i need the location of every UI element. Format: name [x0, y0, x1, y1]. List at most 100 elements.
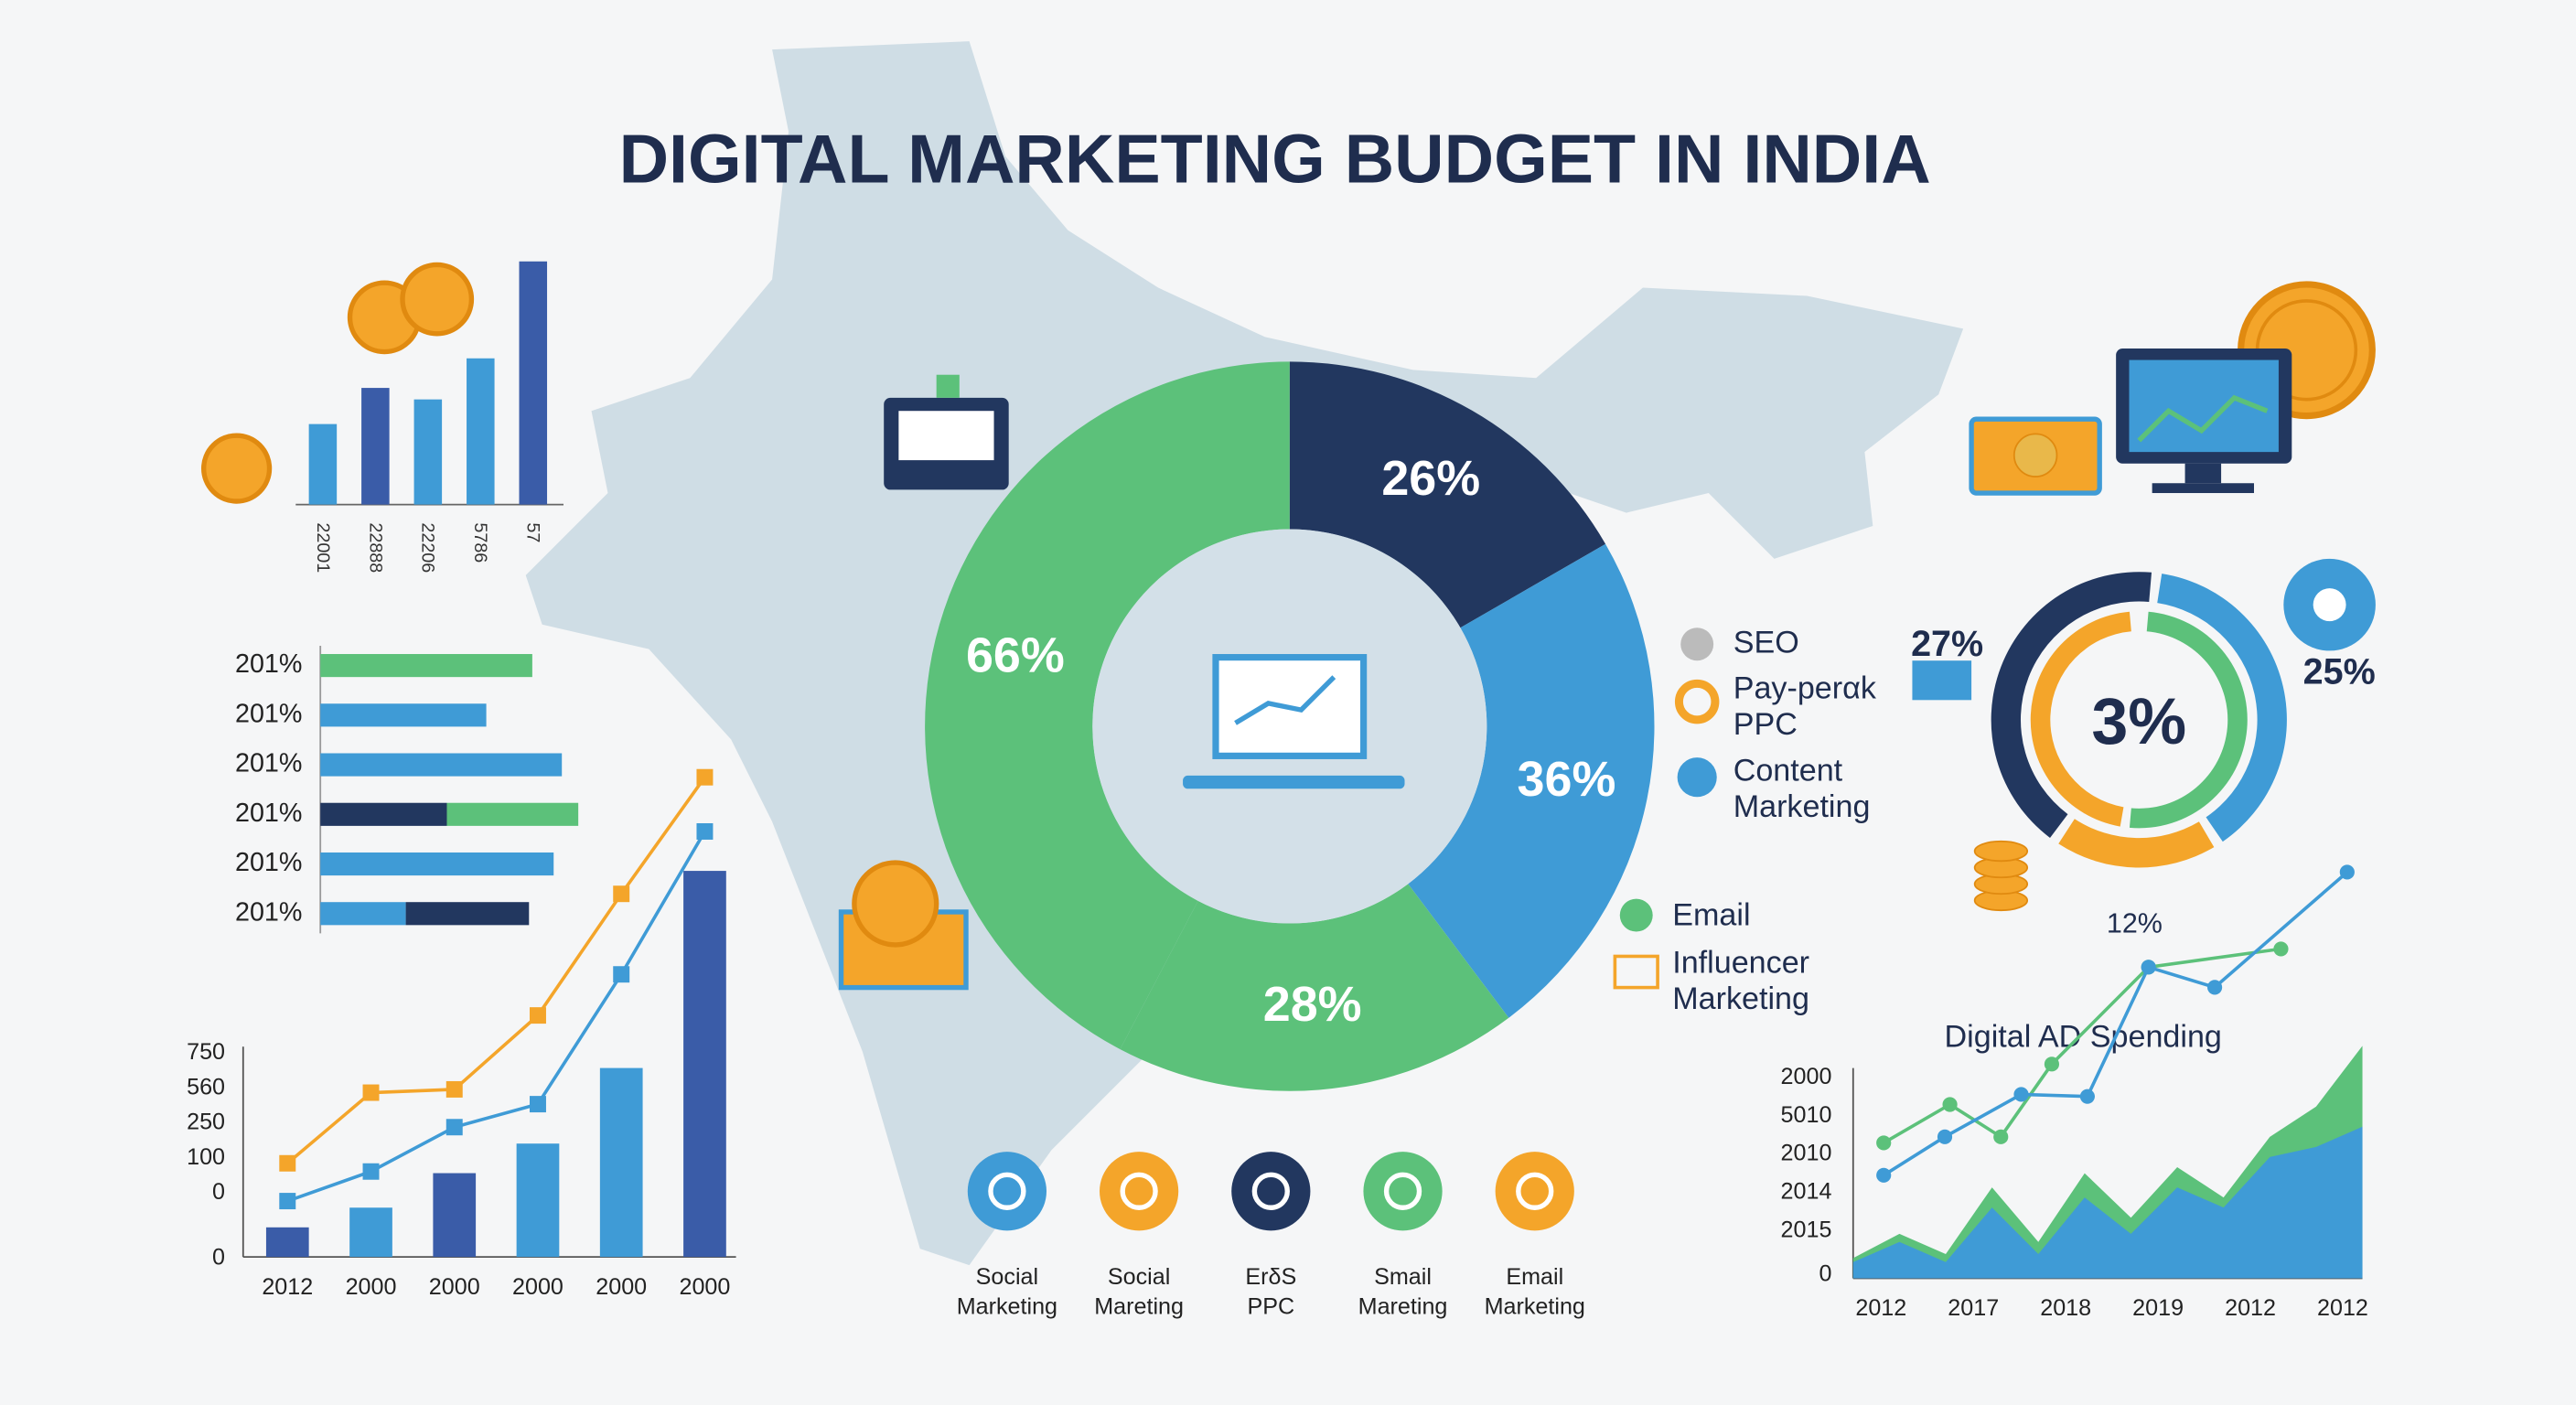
channel-label: Mareting — [1094, 1293, 1184, 1319]
channel-label: Marketing — [1485, 1293, 1585, 1319]
legend-label: Marketing — [1672, 981, 1809, 1016]
channel-icon — [1100, 1152, 1179, 1231]
channel-icon-inner — [1251, 1172, 1290, 1210]
marker — [445, 1119, 463, 1136]
marker — [362, 1163, 380, 1180]
x-tick-label: 2000 — [429, 1274, 480, 1300]
x-tick-label: 5786 — [470, 522, 490, 563]
x-tick-label: 22001 — [313, 522, 333, 573]
channel-label: Marketing — [957, 1293, 1057, 1319]
donut-segment — [1408, 543, 1655, 1018]
bar — [361, 388, 390, 505]
channel-label: Email — [1506, 1264, 1563, 1290]
marker — [613, 966, 630, 983]
x-tick-label: 2000 — [512, 1274, 564, 1300]
x-tick-label: 2018 — [2040, 1295, 2091, 1321]
channel-icon — [1495, 1152, 1574, 1231]
legend-label: PPC — [1733, 707, 1798, 742]
x-tick-label: 2012 — [262, 1274, 313, 1300]
donut-segment — [1120, 884, 1509, 1091]
marker — [2273, 941, 2289, 957]
y-tick-label: 0 — [1819, 1261, 1831, 1287]
data-label: 66% — [966, 627, 1065, 682]
ring-segment — [1991, 572, 2152, 838]
channel-label: Mareting — [1358, 1293, 1448, 1319]
ring-segment — [2157, 574, 2287, 842]
marker — [362, 1084, 380, 1101]
legend-label: Influencer — [1672, 945, 1809, 980]
marker — [445, 1080, 463, 1098]
data-label: 36% — [1518, 752, 1616, 807]
data-label: 12% — [2107, 907, 2163, 938]
laptop-graph — [1234, 675, 1336, 725]
channel-icon-inner — [988, 1172, 1026, 1210]
marker — [279, 1154, 296, 1172]
data-label: 25% — [2303, 652, 2376, 692]
marker — [1937, 1129, 1953, 1144]
channel-icon — [967, 1152, 1046, 1231]
y-tick-label: 201% — [235, 699, 302, 728]
coins — [200, 262, 2376, 991]
x-tick-label: 2012 — [2317, 1295, 2368, 1321]
marker — [1993, 1129, 2009, 1144]
inner-ring — [2030, 611, 2131, 827]
x-tick-label: 2000 — [596, 1274, 647, 1300]
marker — [2141, 960, 2156, 975]
y-tick-label: 5010 — [1781, 1102, 1832, 1128]
data-label: 27% — [1911, 624, 1983, 664]
marker — [2339, 864, 2355, 880]
channel-icon — [1231, 1152, 1311, 1231]
marker — [279, 1193, 296, 1210]
data-label: 26% — [1381, 451, 1480, 506]
marker — [613, 885, 630, 903]
y-tick-label: 2010 — [1781, 1141, 1832, 1166]
channel-label: Smail — [1374, 1264, 1432, 1290]
channel-icon-inner — [1516, 1172, 1554, 1210]
marker — [696, 768, 714, 786]
channel-label: Social — [976, 1264, 1038, 1290]
bar — [320, 654, 532, 678]
area — [1852, 1126, 2363, 1279]
legend-label: Content — [1733, 753, 1843, 788]
legend-label: SEO — [1733, 625, 1799, 660]
legend-label: Pay-perαk — [1733, 671, 1877, 706]
donut-segment — [925, 361, 1290, 1050]
x-tick-label: 2019 — [2132, 1295, 2184, 1321]
line — [286, 831, 706, 1203]
y-tick-label: 2000 — [1781, 1064, 1832, 1089]
bar — [265, 1227, 309, 1258]
y-tick-label: 201% — [235, 848, 302, 877]
legend-label: Email — [1672, 897, 1750, 932]
ring-segment — [2058, 819, 2215, 868]
x-tick-label: 2012 — [2225, 1295, 2276, 1321]
y-tick-label: 100 — [187, 1144, 225, 1170]
y-tick-label: 750 — [187, 1039, 225, 1065]
bar — [599, 1067, 643, 1258]
bar — [308, 424, 338, 505]
marker — [1876, 1135, 1892, 1151]
marker — [696, 823, 714, 840]
inner-ring — [2129, 611, 2248, 829]
channel-label: Social — [1108, 1264, 1170, 1290]
center-label: 3% — [2091, 685, 2186, 758]
marker — [2044, 1056, 2060, 1072]
bar — [519, 261, 548, 505]
line — [1883, 947, 2281, 1145]
y-tick-label: 201% — [235, 897, 302, 927]
bar — [433, 1173, 477, 1258]
laptop-base — [1183, 775, 1405, 789]
x-tick-label: 2017 — [1948, 1295, 1999, 1321]
x-tick-label: 2012 — [1855, 1295, 1906, 1321]
x-tick-label: 2000 — [679, 1274, 730, 1300]
bar — [413, 399, 443, 505]
x-tick-label: 22888 — [365, 522, 385, 573]
marker — [2206, 980, 2223, 995]
bar — [320, 802, 447, 826]
channel-icon — [1363, 1152, 1443, 1231]
channel-label: PPC — [1247, 1293, 1294, 1319]
bar — [683, 871, 726, 1258]
bar — [320, 852, 554, 876]
y-tick-label: 560 — [187, 1074, 225, 1099]
marker — [530, 1096, 546, 1113]
monitor-icon — [884, 348, 2376, 990]
